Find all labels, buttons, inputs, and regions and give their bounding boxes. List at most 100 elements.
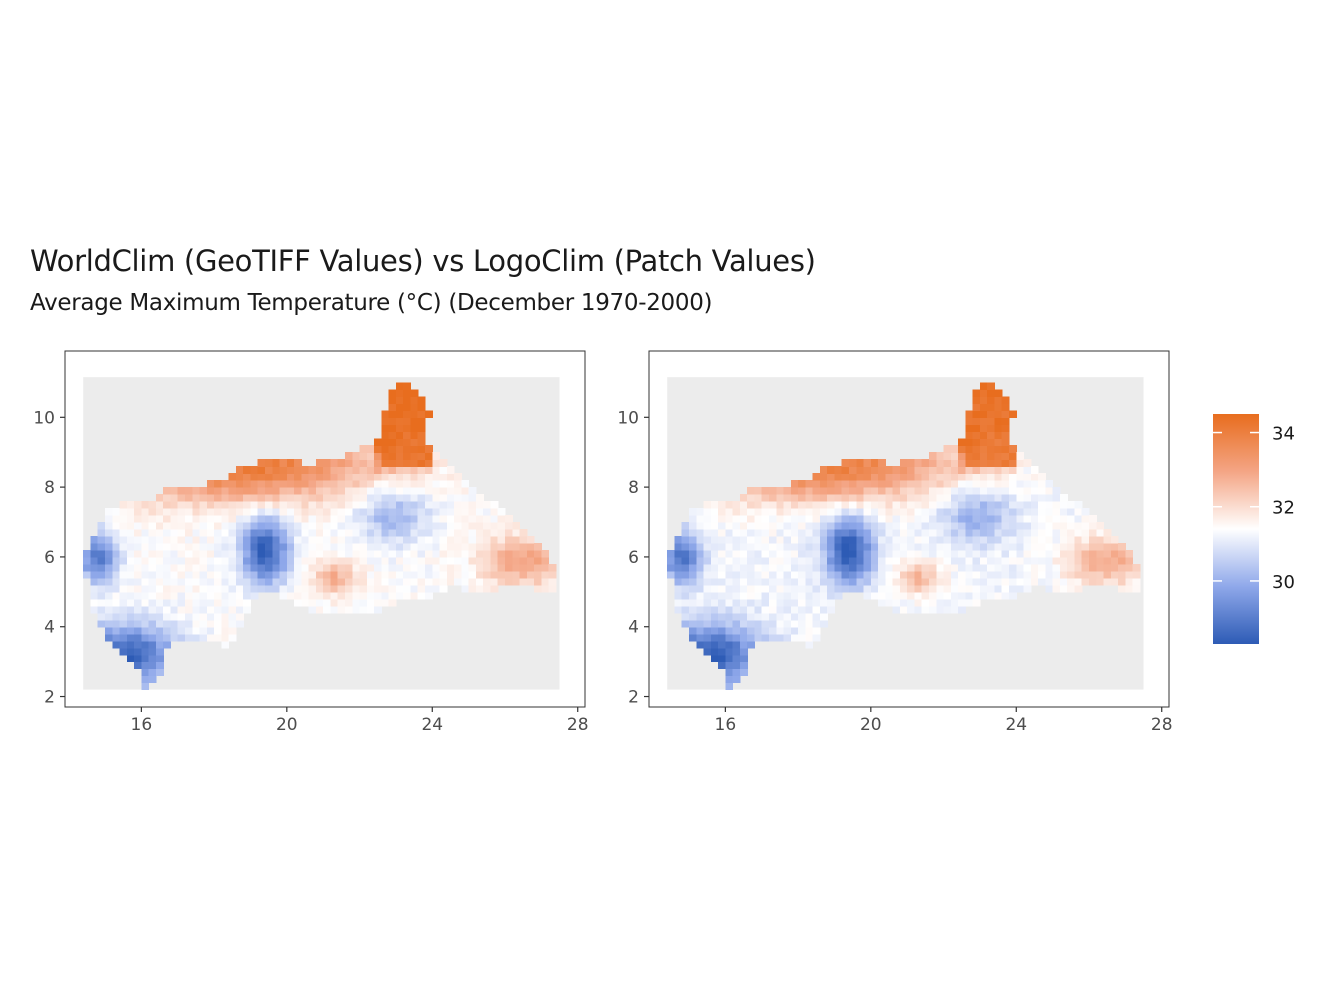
raster-cell [1067, 563, 1076, 572]
raster-cell [185, 633, 193, 642]
raster-cell [425, 459, 433, 467]
raster-cell [899, 556, 908, 565]
raster-cell [958, 584, 966, 593]
raster-cell [739, 501, 748, 509]
raster-cell [403, 535, 412, 544]
raster-cell [403, 389, 412, 397]
raster-cell [987, 556, 996, 565]
raster-cell [798, 542, 806, 551]
raster-cell [235, 556, 244, 565]
raster-cell [490, 570, 499, 579]
raster-cell [345, 563, 353, 572]
raster-cell [395, 480, 404, 488]
raster-cell [819, 556, 828, 565]
raster-cell [987, 445, 996, 453]
raster-cell [461, 529, 470, 537]
raster-cell [345, 459, 353, 467]
raster-cell [1089, 522, 1097, 530]
raster-cell [972, 591, 981, 600]
raster-cell [776, 556, 785, 565]
raster-cell [272, 549, 281, 558]
raster-cell [1001, 563, 1010, 572]
raster-cell [381, 410, 390, 418]
raster-cell [432, 529, 441, 537]
raster-cell [446, 473, 455, 481]
raster-cell [1009, 515, 1017, 523]
raster-cell [965, 549, 974, 558]
raster-cell [950, 459, 959, 467]
raster-cell [769, 535, 777, 544]
raster-cell [381, 529, 390, 537]
raster-cell [250, 570, 259, 579]
raster-cell [490, 577, 499, 586]
raster-cell [812, 522, 821, 530]
raster-cell [1096, 577, 1105, 586]
raster-cell [929, 487, 937, 495]
raster-cell [141, 605, 150, 614]
raster-cell [330, 515, 339, 523]
raster-cell [1089, 570, 1097, 579]
raster-cell [155, 570, 164, 579]
raster-cell [1023, 556, 1032, 565]
raster-cell [769, 542, 777, 551]
raster-cell [257, 501, 266, 509]
raster-cell [710, 605, 719, 614]
raster-cell [497, 522, 506, 530]
raster-cell [315, 487, 324, 495]
raster-cell [1118, 542, 1126, 551]
raster-cell [914, 494, 923, 502]
raster-cell [696, 619, 705, 628]
raster-cell [943, 535, 952, 544]
raster-cell [929, 501, 937, 509]
raster-cell [90, 556, 99, 565]
raster-cell [907, 598, 916, 607]
raster-cell [921, 501, 930, 509]
raster-cell [1016, 459, 1025, 467]
raster-cell [483, 549, 492, 558]
raster-cell [994, 584, 1003, 593]
raster-cell [783, 570, 792, 579]
raster-cell [90, 542, 99, 551]
raster-cell [827, 508, 836, 516]
raster-cell [950, 515, 959, 523]
raster-cell [885, 466, 894, 474]
raster-cell [761, 584, 770, 593]
raster-cell [475, 508, 484, 516]
raster-cell [330, 584, 339, 593]
raster-cell [228, 619, 237, 628]
raster-cell [994, 535, 1003, 544]
raster-cell [119, 529, 128, 537]
raster-cell [337, 584, 346, 593]
raster-cell [199, 529, 208, 537]
raster-cell [798, 529, 806, 537]
raster-cell [929, 466, 937, 474]
raster-cell [899, 480, 908, 488]
raster-cell [192, 487, 201, 495]
raster-cell [798, 515, 806, 523]
raster-cell [667, 556, 676, 565]
raster-cell [446, 466, 455, 474]
raster-cell [979, 389, 988, 397]
raster-cell [725, 515, 734, 523]
raster-cell [148, 515, 157, 523]
raster-cell [1001, 396, 1010, 404]
raster-cell [192, 549, 201, 558]
raster-cell [987, 452, 996, 460]
raster-cell [739, 529, 748, 537]
raster-cell [979, 431, 988, 439]
raster-cell [1089, 577, 1097, 586]
raster-cell [475, 494, 484, 502]
raster-cell [776, 501, 785, 509]
raster-cell [475, 535, 484, 544]
raster-cell [272, 584, 281, 593]
raster-cell [323, 459, 332, 467]
raster-cell [849, 577, 857, 586]
raster-cell [323, 563, 332, 572]
raster-cell [177, 570, 186, 579]
raster-cell [395, 501, 404, 509]
raster-cell [929, 529, 937, 537]
raster-cell [1023, 570, 1032, 579]
raster-cell [950, 480, 959, 488]
raster-cell [987, 494, 996, 502]
raster-cell [936, 549, 945, 558]
